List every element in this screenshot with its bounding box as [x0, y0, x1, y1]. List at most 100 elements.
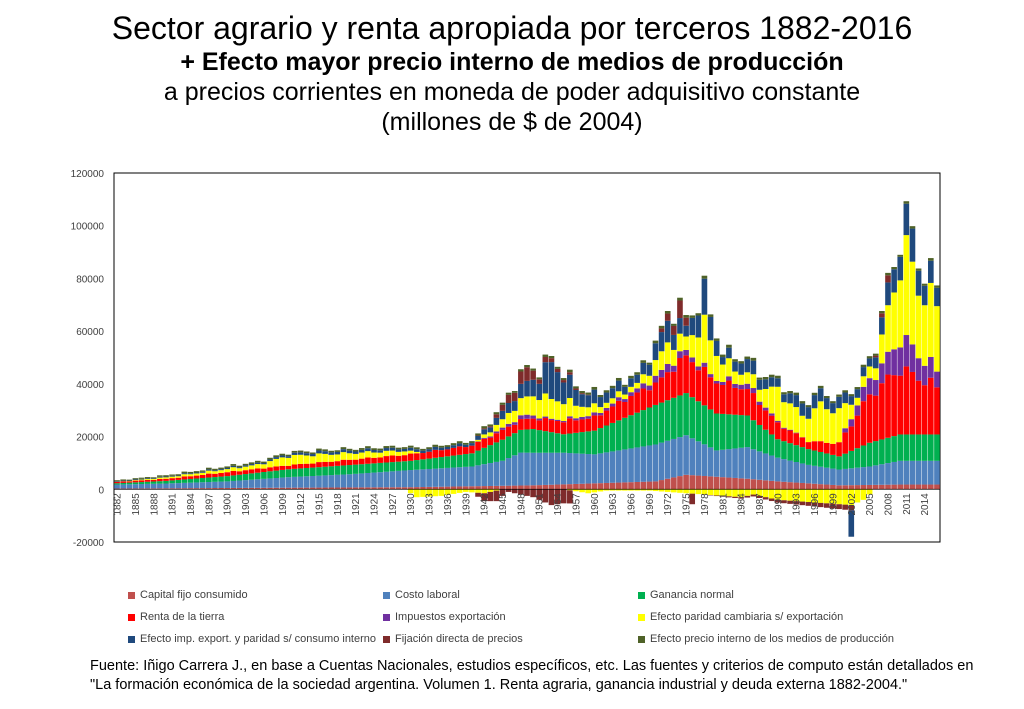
bar-segment [224, 469, 231, 473]
bar-segment-negative [762, 497, 769, 500]
bar-segment [554, 368, 561, 373]
bar-segment [267, 459, 273, 462]
bar-segment [609, 398, 616, 404]
bar-segment-negative [848, 510, 855, 537]
bar-segment [934, 306, 940, 372]
bar-segment [664, 363, 671, 373]
bar-segment [297, 450, 304, 453]
bar-segment [218, 470, 224, 473]
bar-segment [615, 420, 622, 451]
bar-segment [463, 486, 469, 490]
bar-segment-negative [756, 495, 763, 498]
bar-segment [909, 344, 916, 372]
bar-segment-negative [842, 489, 848, 505]
bar-segment-negative [548, 489, 555, 506]
bar-segment [597, 453, 604, 484]
bar-segment [138, 484, 145, 489]
bar-segment-negative [811, 489, 818, 503]
bar-segment [554, 484, 561, 490]
bar-segment [860, 367, 867, 377]
legend-item: Capital fijo consumido [128, 589, 248, 601]
bar-segment [879, 317, 885, 335]
bar-segment [560, 434, 567, 453]
legend-label: Fijación directa de precios [395, 633, 523, 645]
bar-segment [114, 481, 120, 484]
bar-segment [891, 484, 897, 490]
bar-segment-negative [420, 489, 426, 497]
bar-segment [316, 475, 322, 488]
bar-segment [658, 377, 665, 403]
bar-segment [787, 430, 793, 444]
bar-segment-negative [658, 489, 665, 492]
bar-segment [603, 482, 610, 490]
bar-segment [744, 389, 751, 416]
bar-segment [175, 488, 182, 490]
bar-segment [548, 432, 555, 453]
bar-segment [560, 452, 567, 485]
bar-segment [781, 459, 787, 482]
bar-segment-negative [481, 489, 487, 494]
bar-segment [622, 386, 628, 395]
bar-segment [683, 325, 689, 337]
bar-segment [346, 459, 353, 466]
bar-segment-negative [487, 491, 494, 502]
bar-segment [199, 482, 206, 489]
bar-segment [817, 385, 824, 389]
bar-segment [585, 407, 591, 417]
bar-segment [934, 460, 940, 485]
bar-segment-negative [817, 502, 824, 508]
bar-segment [395, 451, 402, 456]
bar-segment [701, 275, 708, 279]
bar-segment [554, 419, 561, 422]
bar-segment [744, 356, 751, 360]
bar-segment [261, 463, 267, 465]
x-tick-label: 1897 [204, 493, 215, 516]
bar-segment [279, 465, 286, 470]
bar-segment [640, 374, 647, 384]
bar-segment [432, 444, 439, 447]
bar-segment [787, 460, 793, 483]
y-tick-label: 20000 [76, 433, 104, 444]
bar-segment-negative [652, 489, 659, 492]
bar-segment [775, 457, 781, 482]
bar-segment [579, 453, 585, 484]
y-tick-label: 80000 [76, 274, 104, 285]
bar-segment [658, 328, 665, 333]
bar-segment-negative [628, 489, 634, 491]
bar-segment-negative [481, 493, 487, 502]
bar-segment [414, 447, 420, 450]
bar-segment [450, 467, 457, 487]
bar-segment [866, 442, 873, 467]
bar-segment-negative [689, 493, 696, 505]
bar-segment [836, 485, 842, 490]
bar-segment [254, 472, 261, 480]
bar-segment [432, 449, 439, 458]
bar-segment [328, 475, 335, 488]
bar-segment [860, 376, 867, 387]
bar-segment [909, 484, 916, 490]
bar-segment [511, 433, 518, 456]
bar-segment-negative [689, 489, 696, 494]
bar-segment [499, 410, 506, 420]
bar-segment [236, 471, 243, 475]
legend-label: Capital fijo consumido [140, 589, 248, 601]
bar-segment [414, 469, 420, 488]
bar-segment [175, 475, 182, 477]
bar-segment [866, 356, 873, 359]
bar-segment [524, 367, 530, 381]
bar-segment [401, 447, 408, 449]
bar-segment [505, 394, 512, 403]
bar-segment [695, 366, 702, 371]
bar-segment [646, 362, 653, 365]
bar-segment [585, 416, 591, 419]
legend-label: Renta de la tierra [140, 611, 225, 623]
bar-segment [830, 401, 836, 404]
bar-segment-negative [836, 504, 842, 510]
legend-label: Costo laboral [395, 589, 460, 601]
bar-segment [848, 404, 855, 420]
bar-segment [499, 439, 506, 461]
bar-segment-negative [842, 504, 848, 510]
bar-segment [848, 419, 855, 427]
bar-segment-negative [787, 489, 793, 501]
bar-segment [591, 403, 598, 413]
